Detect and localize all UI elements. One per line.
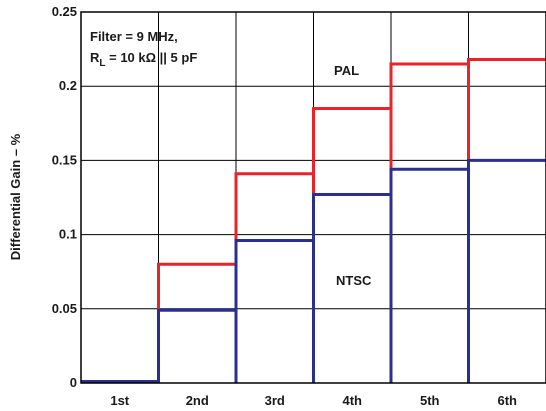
load-annotation-r: R [90, 50, 100, 65]
x-tick-label: 1st [110, 393, 129, 408]
load-annotation: RL = 10 kΩ || 5 pF [90, 50, 197, 69]
x-tick-label: 4th [343, 393, 363, 408]
load-annotation-value: = 10 kΩ || 5 pF [106, 50, 198, 65]
y-axis-label: Differential Gain – % [8, 133, 23, 260]
y-tick-label: 0 [70, 375, 77, 390]
y-tick-label: 0.1 [59, 227, 77, 242]
y-tick-label: 0.25 [52, 4, 77, 19]
plot-frame [80, 11, 546, 384]
x-tick-label: 6th [498, 393, 518, 408]
series-lines [81, 57, 546, 384]
x-tick-labels: 1st 2nd 3rd 4th 5th 6th [110, 393, 517, 408]
x-tick-label: 5th [420, 393, 440, 408]
y-tick-labels: 0 0.05 0.1 0.15 0.2 0.25 [52, 4, 77, 390]
x-tick-label: 3rd [265, 393, 285, 408]
y-tick-label: 0.2 [59, 78, 77, 93]
y-tick-label: 0.15 [52, 152, 77, 167]
series-label-pal: PAL [334, 63, 359, 78]
series-label-ntsc: NTSC [336, 273, 372, 288]
y-tick-label: 0.05 [52, 301, 77, 316]
load-annotation-subscript: L [99, 58, 105, 69]
x-tick-label: 2nd [186, 393, 209, 408]
filter-annotation: Filter = 9 MHz, [90, 29, 178, 44]
series-ntsc-line [81, 158, 546, 384]
